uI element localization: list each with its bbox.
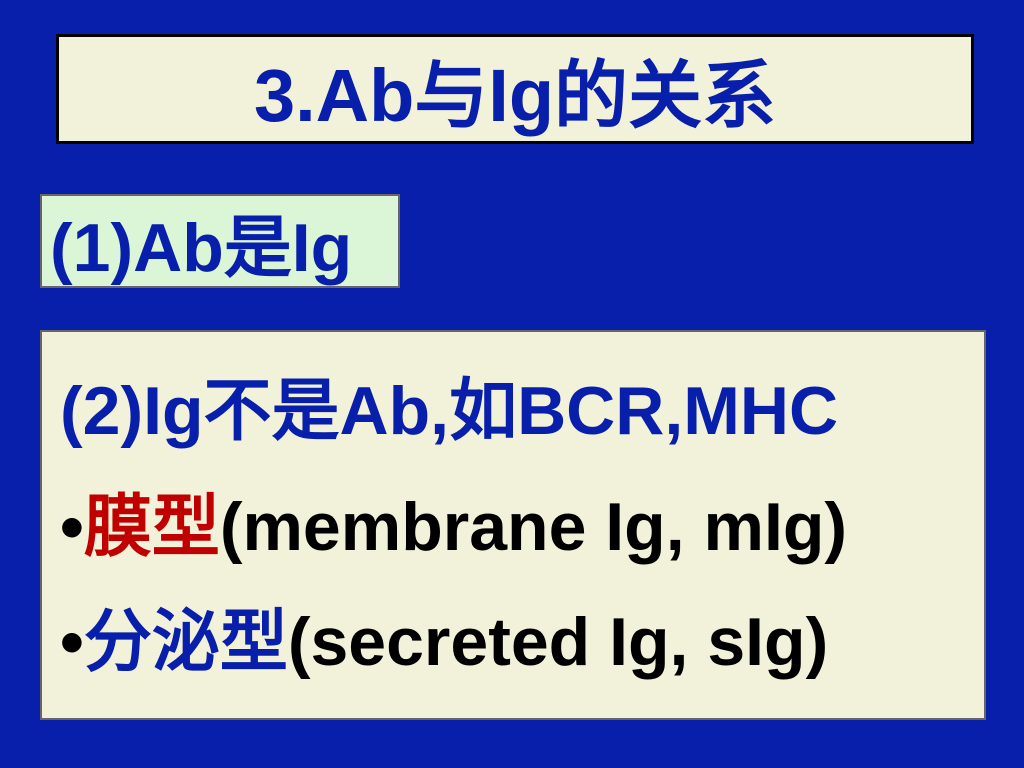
content-box: (2)Ig不是Ab,如BCR,MHC •膜型(membrane Ig, mIg)…: [40, 330, 986, 720]
bullet-icon: •: [60, 604, 84, 680]
subtitle-text-1: (1)Ab是Ig: [50, 192, 352, 291]
content-line-1: (2)Ig不是Ab,如BCR,MHC: [60, 354, 966, 470]
line1-text: (2)Ig不是Ab,如BCR,MHC: [60, 373, 838, 449]
subtitle-box-1: (1)Ab是Ig: [40, 194, 400, 288]
line2-red: 膜型: [84, 489, 220, 565]
content-line-3: •分泌型(secreted Ig, sIg): [60, 585, 966, 701]
line3-black: (secreted Ig, sIg): [288, 604, 828, 680]
bullet-icon: •: [60, 489, 84, 565]
title-text: 3.Ab与Ig的关系: [254, 36, 776, 143]
content-line-2: •膜型(membrane Ig, mIg): [60, 470, 966, 586]
title-box: 3.Ab与Ig的关系: [56, 34, 974, 144]
line3-blue: 分泌型: [84, 604, 288, 680]
line2-black: (membrane Ig, mIg): [220, 489, 847, 565]
